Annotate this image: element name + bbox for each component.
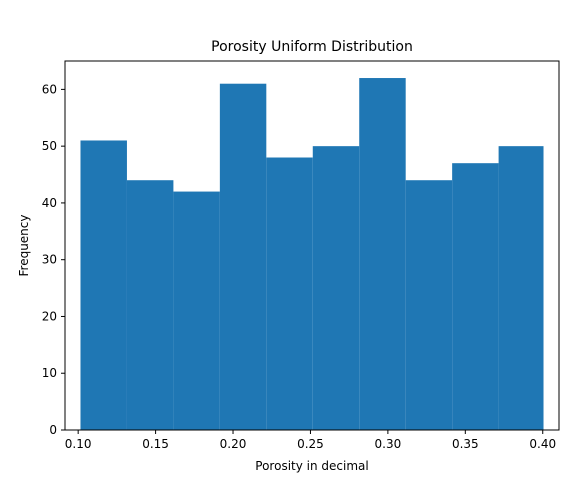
x-tick-label: 0.10: [65, 437, 92, 451]
x-tick-label: 0.20: [220, 437, 247, 451]
x-tick-label: 0.35: [452, 437, 479, 451]
x-tick-label: 0.40: [529, 437, 556, 451]
y-tick-label: 10: [42, 366, 57, 380]
x-axis-label: Porosity in decimal: [255, 459, 368, 473]
histogram-bar-10: [498, 146, 544, 430]
y-tick-label: 20: [42, 309, 57, 323]
histogram-bar-6: [312, 146, 360, 430]
y-axis-ticks: 0 10 20 30 40 50 60: [42, 82, 65, 437]
plot-frame: [64, 60, 560, 431]
y-tick-label: 0: [49, 423, 57, 437]
y-tick-label: 40: [42, 196, 57, 210]
y-tick-label: 30: [42, 253, 57, 267]
histogram-bar-3: [173, 191, 220, 430]
histogram-bar-7: [359, 78, 406, 431]
x-tick-label: 0.30: [375, 437, 402, 451]
y-tick-label: 50: [42, 139, 57, 153]
chart-title: Porosity Uniform Distribution: [211, 39, 413, 55]
x-tick-label: 0.15: [142, 437, 169, 451]
histogram-bar-4: [219, 83, 267, 430]
bars-group: [80, 78, 544, 431]
histogram-bar-1: [80, 140, 127, 430]
y-axis-label: Frequency: [17, 215, 31, 277]
histogram-bar-5: [266, 157, 313, 430]
x-axis-ticks: 0.10 0.15 0.20 0.25 0.30 0.35 0.40: [65, 430, 556, 451]
histogram-bar-2: [126, 180, 174, 430]
x-tick-label: 0.25: [297, 437, 324, 451]
histogram-bar-9: [452, 163, 499, 430]
histogram-bar-8: [405, 180, 453, 430]
y-tick-label: 60: [42, 82, 57, 96]
